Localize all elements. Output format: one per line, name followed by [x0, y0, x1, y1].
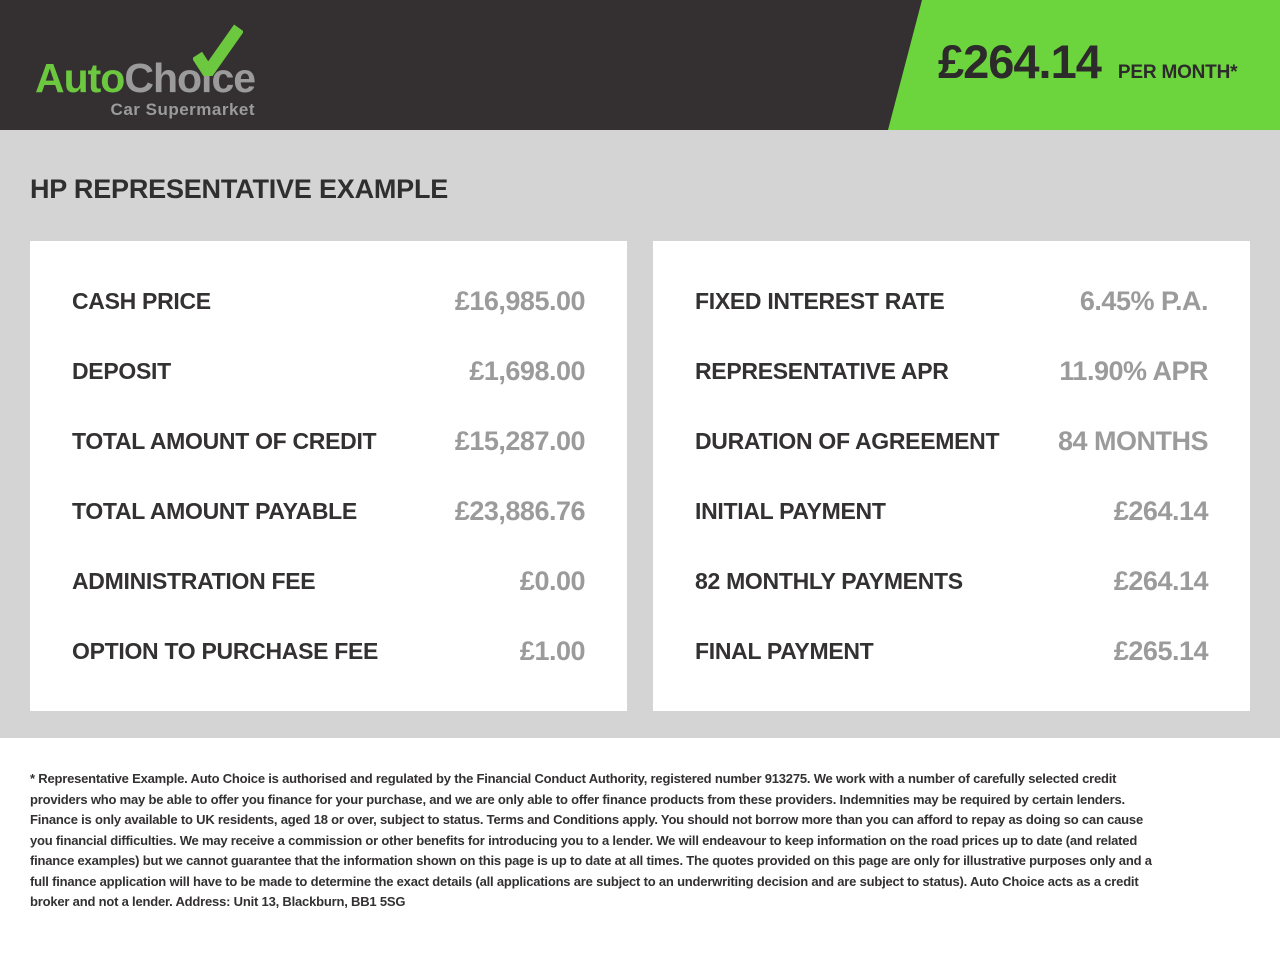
- brand-name-auto: Auto: [35, 55, 125, 101]
- finance-row-final-payment: FINAL PAYMENT £265.14: [695, 616, 1209, 686]
- brand-logo[interactable]: AutoChoice Car Supermarket: [35, 0, 256, 120]
- finance-label: FIXED INTEREST RATE: [695, 287, 945, 314]
- finance-value: £264.14: [1113, 565, 1209, 596]
- finance-row-total-credit: TOTAL AMOUNT OF CREDIT £15,287.00: [72, 406, 586, 476]
- finance-label: 82 MONTHLY PAYMENTS: [695, 567, 963, 594]
- finance-value: 11.90% APR: [1059, 355, 1208, 386]
- finance-card-terms: FIXED INTEREST RATE 6.45% P.A. REPRESENT…: [653, 241, 1250, 711]
- finance-label: INITIAL PAYMENT: [695, 497, 886, 524]
- finance-row-monthly-payments: 82 MONTHLY PAYMENTS £264.14: [695, 546, 1209, 616]
- monthly-price-value: £264.14: [938, 35, 1102, 88]
- finance-value: £265.14: [1113, 635, 1209, 666]
- finance-row-interest-rate: FIXED INTEREST RATE 6.45% P.A.: [695, 266, 1209, 336]
- finance-value: £16,985.00: [454, 285, 586, 316]
- representative-example-section: HP REPRESENTATIVE EXAMPLE CASH PRICE £16…: [0, 130, 1280, 738]
- finance-row-admin-fee: ADMINISTRATION FEE £0.00: [72, 546, 586, 616]
- finance-row-cash-price: CASH PRICE £16,985.00: [72, 266, 586, 336]
- finance-label: CASH PRICE: [72, 287, 211, 314]
- finance-row-duration: DURATION OF AGREEMENT 84 MONTHS: [695, 406, 1209, 476]
- finance-value: £264.14: [1113, 495, 1209, 526]
- per-month-label: PER MONTH*: [1117, 62, 1238, 83]
- finance-label: DEPOSIT: [72, 357, 171, 384]
- finance-label: REPRESENTATIVE APR: [695, 357, 949, 384]
- finance-row-option-fee: OPTION TO PURCHASE FEE £1.00: [72, 616, 586, 686]
- finance-label: TOTAL AMOUNT OF CREDIT: [72, 427, 377, 454]
- checkmark-icon: [193, 24, 243, 76]
- disclaimer-text: * Representative Example. Auto Choice is…: [30, 771, 1152, 909]
- finance-cards: CASH PRICE £16,985.00 DEPOSIT £1,698.00 …: [30, 241, 1250, 711]
- finance-row-total-payable: TOTAL AMOUNT PAYABLE £23,886.76: [72, 476, 586, 546]
- finance-label: FINAL PAYMENT: [695, 637, 874, 664]
- finance-value: £23,886.76: [454, 495, 586, 526]
- finance-value: 6.45% P.A.: [1079, 285, 1209, 316]
- page-title: HP REPRESENTATIVE EXAMPLE: [30, 174, 449, 204]
- finance-value: £0.00: [519, 565, 586, 596]
- header-bar: AutoChoice Car Supermarket £264.14 PER M…: [0, 0, 1280, 130]
- finance-value: £1.00: [519, 635, 586, 666]
- finance-value: £1,698.00: [469, 355, 585, 386]
- finance-card-amounts: CASH PRICE £16,985.00 DEPOSIT £1,698.00 …: [30, 241, 627, 711]
- footer: * Representative Example. Auto Choice is…: [0, 738, 1280, 913]
- finance-label: TOTAL AMOUNT PAYABLE: [72, 497, 357, 524]
- finance-label: ADMINISTRATION FEE: [72, 567, 316, 594]
- finance-value: 84 MONTHS: [1057, 425, 1209, 456]
- finance-row-apr: REPRESENTATIVE APR 11.90% APR: [695, 336, 1208, 406]
- brand-name-choice: Choice: [124, 55, 256, 101]
- finance-value: £15,287.00: [454, 425, 586, 456]
- finance-label: DURATION OF AGREEMENT: [695, 427, 1000, 454]
- monthly-price-banner: £264.14 PER MONTH*: [888, 0, 1280, 130]
- brand-tagline: Car Supermarket: [110, 100, 256, 119]
- finance-row-initial-payment: INITIAL PAYMENT £264.14: [695, 476, 1209, 546]
- brand-name: AutoChoice: [35, 0, 256, 101]
- finance-label: OPTION TO PURCHASE FEE: [72, 637, 379, 664]
- finance-row-deposit: DEPOSIT £1,698.00: [72, 336, 585, 406]
